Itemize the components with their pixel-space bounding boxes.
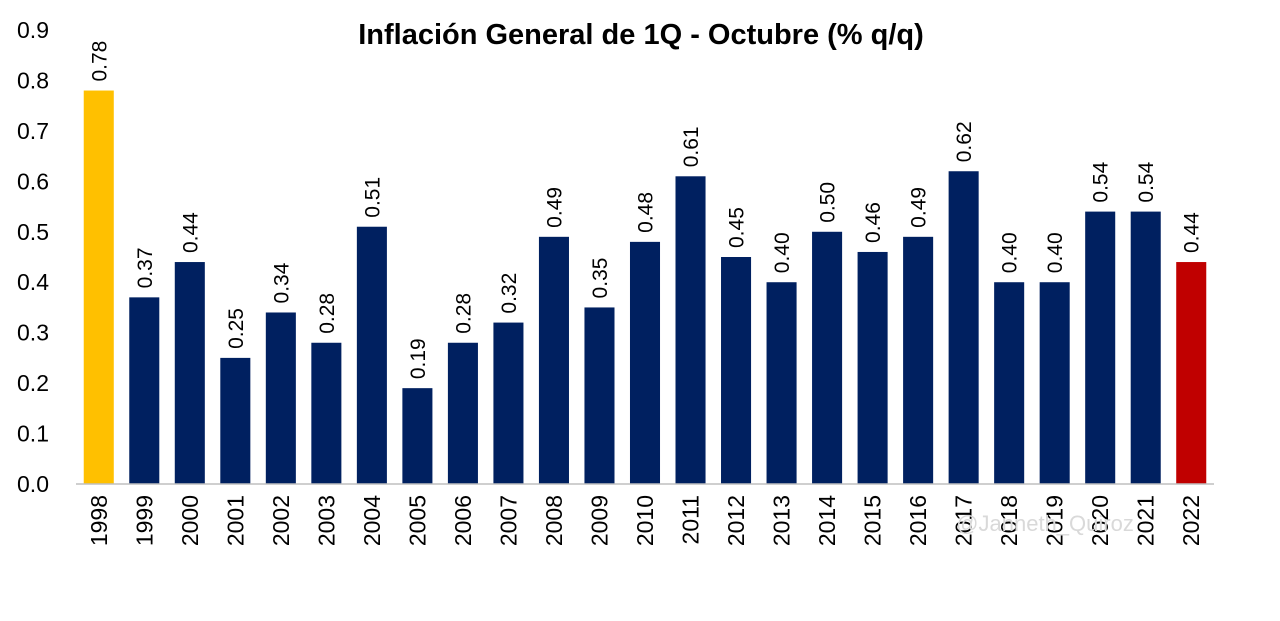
- data-label: 0.54: [1090, 161, 1113, 202]
- data-label: 0.49: [543, 187, 566, 228]
- x-tick-label: 2020: [1087, 495, 1113, 546]
- bar-2008: [538, 236, 569, 484]
- data-labels: 0.78 0.37 0.44 0.25 0.34 0.28 0.51 0.19 0.28 0.32…: [88, 41, 1203, 379]
- y-tick-label: 0.9: [17, 17, 49, 43]
- x-tick-label: 2003: [313, 495, 339, 546]
- x-tick-label: 2021: [1133, 495, 1159, 546]
- y-tick-label: 0.8: [17, 67, 49, 93]
- data-label: 0.54: [1135, 161, 1158, 202]
- bars: [83, 90, 1207, 485]
- x-tick-label: 2018: [996, 495, 1022, 546]
- bar-2002: [265, 312, 296, 484]
- x-tick-label: 2001: [222, 495, 248, 546]
- x-tick-label: 2022: [1178, 495, 1204, 546]
- data-label: 0.28: [316, 293, 339, 334]
- bar-2004: [356, 226, 387, 484]
- bar-2012: [721, 257, 752, 484]
- y-tick-label: 0.2: [17, 370, 49, 396]
- bar-2022: [1176, 262, 1207, 484]
- data-label: 0.25: [225, 308, 248, 349]
- x-tick-label: 2009: [586, 495, 612, 546]
- data-label: 0.49: [908, 187, 931, 228]
- bar-2017: [948, 171, 979, 484]
- data-label: 0.40: [771, 232, 794, 273]
- data-label: 0.46: [862, 202, 885, 243]
- y-tick-label: 0.3: [17, 320, 49, 346]
- bar-1998: [83, 90, 114, 485]
- bar-2015: [857, 251, 888, 484]
- x-tick-label: 2013: [769, 495, 795, 546]
- data-label: 0.40: [1044, 232, 1067, 273]
- data-label: 0.48: [635, 192, 658, 233]
- bar-2003: [311, 342, 342, 484]
- bar-2001: [220, 357, 251, 484]
- x-tick-label: 2004: [359, 495, 385, 546]
- x-axis: 1998 1999 2000 2001 2002 2003 2004 2005 2006 2007…: [86, 495, 1204, 546]
- y-tick-label: 0.1: [17, 421, 49, 447]
- x-tick-label: 2019: [1042, 495, 1068, 546]
- bar-2005: [402, 388, 433, 484]
- data-label: 0.62: [953, 121, 976, 162]
- data-label: 0.32: [498, 273, 521, 314]
- bar-1999: [129, 297, 160, 484]
- bar-2010: [629, 241, 661, 484]
- x-tick-label: 2002: [268, 495, 294, 546]
- data-label: 0.28: [452, 293, 475, 334]
- y-axis: 0.0 0.1 0.2 0.3 0.4 0.5 0.6 0.7 0.8 0.9: [17, 17, 49, 497]
- data-label: 0.61: [680, 126, 703, 167]
- data-label: 0.35: [589, 258, 612, 299]
- bar-2014: [812, 231, 843, 484]
- x-tick-label: 2006: [450, 495, 476, 546]
- bar-2000: [174, 262, 205, 484]
- x-tick-label: 2014: [814, 495, 840, 546]
- x-tick-label: 2016: [905, 495, 931, 546]
- data-label: 0.40: [999, 232, 1022, 273]
- y-tick-label: 0.6: [17, 168, 49, 194]
- x-tick-label: 2000: [177, 495, 203, 546]
- bar-2013: [766, 282, 797, 484]
- data-label: 0.50: [817, 182, 840, 223]
- x-tick-label: 1999: [131, 495, 157, 546]
- bar-2021: [1130, 211, 1161, 484]
- data-label: 0.78: [88, 41, 111, 82]
- x-tick-label: 2011: [678, 495, 704, 544]
- data-label: 0.51: [361, 177, 384, 218]
- data-label: 0.44: [1181, 212, 1204, 253]
- y-tick-label: 0.4: [17, 269, 49, 295]
- y-tick-label: 0.5: [17, 219, 49, 245]
- watermark-text: @Janneth_Quiroz: [956, 511, 1134, 536]
- x-tick-label: 2012: [723, 495, 749, 546]
- data-label: 0.19: [407, 338, 430, 379]
- bar-2016: [903, 236, 934, 484]
- bar-2009: [584, 307, 615, 484]
- x-tick-label: 1998: [86, 495, 112, 546]
- bar-2011: [675, 176, 706, 485]
- y-tick-label: 0.7: [17, 118, 49, 144]
- x-tick-label: 2008: [541, 495, 567, 546]
- x-tick-label: 2015: [860, 495, 886, 546]
- bar-2020: [1085, 211, 1116, 484]
- x-tick-label: 2017: [951, 495, 977, 546]
- bar-2007: [493, 322, 524, 484]
- data-label: 0.44: [179, 212, 202, 253]
- bar-2018: [994, 282, 1025, 484]
- x-tick-label: 2005: [404, 495, 430, 546]
- chart-title: Inflación General de 1Q - Octubre (% q/q…: [358, 19, 924, 51]
- data-label: 0.37: [134, 247, 157, 288]
- x-tick-label: 2007: [495, 495, 521, 546]
- x-tick-label: 2010: [632, 495, 658, 546]
- bar-2006: [447, 342, 478, 484]
- data-label: 0.34: [270, 262, 293, 303]
- bar-2019: [1039, 282, 1070, 484]
- y-tick-label: 0.0: [17, 471, 49, 497]
- data-label: 0.45: [726, 207, 749, 248]
